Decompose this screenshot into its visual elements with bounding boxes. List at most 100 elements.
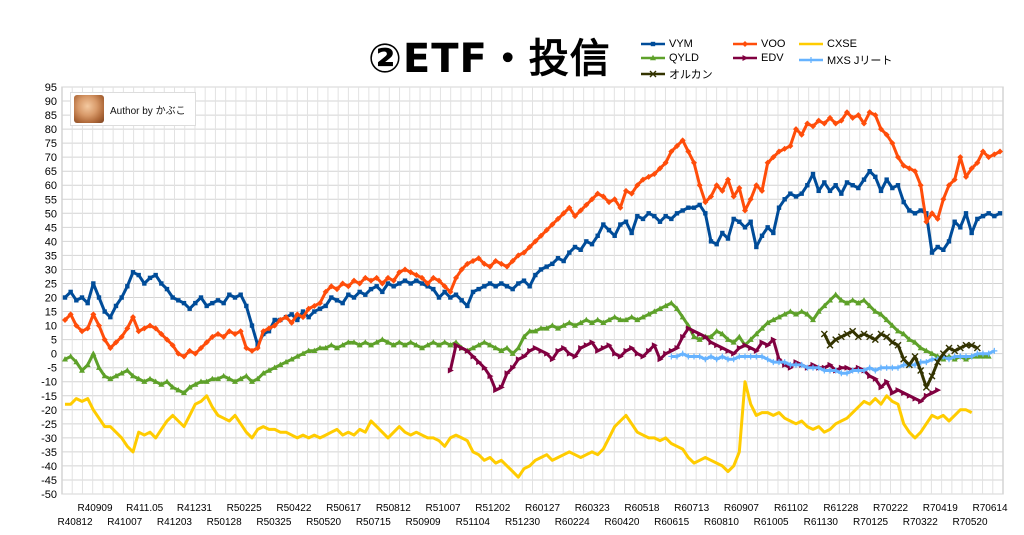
legend-swatch [641,41,665,47]
data-point [849,367,856,374]
data-point [475,255,482,262]
data-point [521,333,527,340]
x-tick-label: R41007 [107,517,142,528]
data-point [629,230,634,236]
data-point [317,300,323,307]
data-point [583,201,590,208]
data-point [300,314,306,321]
data-point [509,350,516,356]
data-point [113,303,119,309]
data-point [107,345,114,352]
data-point [424,280,431,287]
data-point [578,247,583,252]
data-point [181,389,187,396]
data-point [612,233,617,238]
data-point [198,345,204,352]
data-point [623,219,629,224]
data-point [669,216,674,222]
data-point [288,356,295,362]
data-point [747,336,754,342]
series-lines [62,109,1003,479]
data-point [645,173,652,180]
data-point [708,339,715,346]
data-point [589,241,595,247]
data-point [787,361,794,368]
data-point [696,336,703,342]
legend-item-qyld: QYLD [640,52,699,64]
data-point [158,381,165,387]
data-point [691,328,698,335]
data-point [152,378,159,384]
data-point [877,330,885,338]
data-point [883,131,890,138]
data-point [305,347,312,354]
data-point [96,322,102,329]
data-point [923,392,930,399]
x-tick-label: R50812 [376,503,411,514]
data-point [363,292,368,297]
data-point [866,364,873,371]
series-vym [62,169,1003,348]
data-point [215,298,221,303]
data-point [220,372,227,379]
data-point [390,342,397,348]
data-point [459,298,464,303]
data-point [939,350,947,358]
data-point [917,367,925,374]
data-point [482,284,487,289]
data-point [854,333,862,341]
legend-item-cxse: CXSE [798,38,857,50]
data-point [697,331,704,338]
data-point [872,112,879,119]
data-point [237,375,244,382]
x-tick-label: R51202 [475,503,510,514]
data-point [237,328,244,335]
data-point [243,372,250,379]
data-point [515,344,522,351]
series-line-series [822,329,978,389]
y-tick-label: -10 [41,377,57,389]
data-point [860,330,868,338]
data-point [674,345,681,352]
data-point [476,359,483,366]
data-point [963,173,969,180]
y-tick-label: 35 [45,250,57,262]
data-point [300,309,306,314]
data-point [946,356,952,363]
data-point [997,211,1003,216]
y-tick-label: -45 [41,475,57,487]
series-line-cxse [65,380,973,479]
data-point [108,314,113,320]
data-point [861,120,867,127]
x-tick-label: R60127 [525,503,560,514]
data-point [390,277,397,284]
data-point [101,336,108,343]
data-point [691,353,697,360]
data-point [867,373,874,380]
data-point [283,358,289,365]
data-point [567,250,572,255]
data-point [810,171,816,177]
data-point [159,281,164,286]
data-point [232,331,238,338]
data-point [464,347,471,354]
data-point [509,258,516,265]
data-point [827,188,833,194]
data-point [441,283,448,290]
data-point [118,370,125,376]
data-point [84,325,91,332]
data-point [220,333,227,340]
data-point [731,350,738,357]
data-point [714,241,719,247]
author-label: Author by かぶこ [110,105,186,117]
y-tick-label: -50 [41,489,57,501]
data-point [737,219,742,224]
data-point [991,347,998,354]
data-point [748,345,755,352]
data-point [493,284,498,289]
data-point [719,345,726,352]
data-point [198,378,204,384]
data-point [470,289,476,295]
data-point [169,342,176,349]
legend-label: CXSE [827,38,857,50]
